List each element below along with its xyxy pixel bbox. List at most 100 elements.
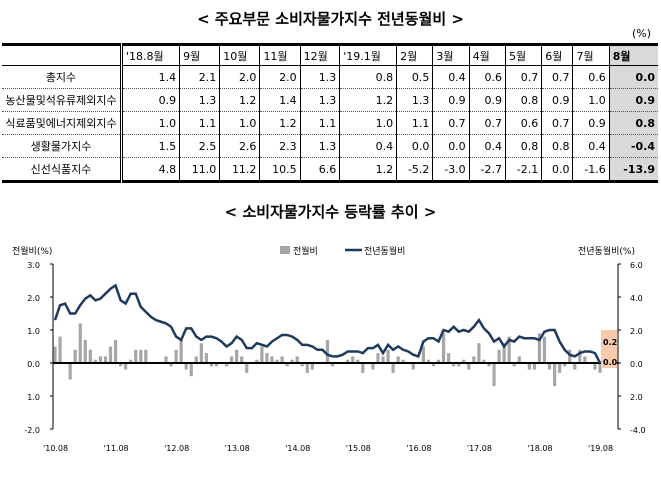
table-cell: 0.4 xyxy=(339,134,397,158)
mom-bar xyxy=(58,336,62,363)
table-cell: 1.3 xyxy=(396,88,433,112)
column-header: 8월 xyxy=(608,44,658,66)
left-tick-label: 2.0 xyxy=(27,294,40,303)
table-cell: 11.0 xyxy=(179,157,220,182)
row-label: 생활물가지수 xyxy=(2,134,123,158)
table-cell: 1.0 xyxy=(219,111,260,135)
left-tick-label: -2.0 xyxy=(24,426,40,435)
table-cell: 0.8 xyxy=(608,111,658,135)
table-cell: 6.6 xyxy=(299,157,340,182)
mom-bar xyxy=(477,343,481,363)
mom-bar xyxy=(83,339,87,363)
unit-label: (%) xyxy=(631,27,651,40)
mom-bar xyxy=(179,339,183,363)
row-label: 신선식품지수 xyxy=(2,157,123,182)
mom-bar xyxy=(270,356,274,363)
x-tick-label: '15.08 xyxy=(346,444,371,453)
legend-bar-swatch xyxy=(280,246,290,254)
table-row: 신선식품지수 4.8 11.0 11.2 10.5 6.6 1.2 -5.2 -3.0 -2.7-… xyxy=(2,157,658,182)
mom-bar xyxy=(452,363,456,367)
table-cell: 0.9 xyxy=(572,111,610,135)
mom-bar xyxy=(512,363,516,367)
mom-bar xyxy=(285,363,289,367)
table-cell: 1.0 xyxy=(339,111,397,135)
table-cell: 1.2 xyxy=(339,157,397,182)
table-cell: 1.3 xyxy=(299,134,340,158)
mom-bar xyxy=(305,363,309,373)
annotation-mom: 0.2 xyxy=(603,338,617,347)
right-axis-title: 전년동월비(%) xyxy=(578,245,635,257)
mom-bar xyxy=(129,359,133,363)
table-cell: -0.4 xyxy=(608,134,658,158)
legend-yoy: 전년동월비 xyxy=(364,245,405,257)
table-cell: 0.7 xyxy=(541,111,573,135)
table-cell: -2.7 xyxy=(468,157,506,182)
mom-bar xyxy=(472,356,476,363)
mom-bar xyxy=(558,363,562,373)
mom-bar xyxy=(199,343,203,363)
mom-bar xyxy=(224,363,229,367)
mom-bar xyxy=(255,359,259,363)
table-cell: 0.6 xyxy=(468,65,506,89)
mom-bar xyxy=(356,359,360,363)
mom-bar xyxy=(245,363,249,373)
mom-bar xyxy=(134,349,138,363)
mom-bar xyxy=(396,356,400,363)
mom-bar xyxy=(401,359,405,363)
table-cell: 1.4 xyxy=(259,88,301,112)
table-row: 식료품및에너지제외지수 1.0 1.1 1.0 1.2 1.1 1.0 1.1 0.7 0.7 0.… xyxy=(2,111,658,135)
mom-bar xyxy=(194,356,198,363)
mom-bar xyxy=(361,363,365,373)
mom-bar xyxy=(235,349,239,363)
mom-bar xyxy=(431,363,436,367)
table-cell: 0.5 xyxy=(396,65,433,89)
table-cell: 0.4 xyxy=(432,65,470,89)
mom-bar xyxy=(391,363,395,373)
mom-bar xyxy=(330,363,335,367)
x-tick-label: '16.08 xyxy=(406,444,431,453)
table-row: 총지수 1.4 2.1 2.0 2.0 1.3 0.8 0.5 0.4 0.6 0.7 0.7 0.6 0… xyxy=(2,65,658,89)
left-axis-title: 전월비(%) xyxy=(12,245,52,257)
table-row: 생활물가지수 1.5 2.5 2.6 2.3 1.3 0.4 0.0 0.0 0.4 0.8 0.8 0… xyxy=(2,134,658,158)
table-cell: 2.5 xyxy=(179,134,220,158)
mom-bar xyxy=(260,346,264,363)
row-label: 총지수 xyxy=(2,65,123,89)
annotation-yoy: 0.0 xyxy=(603,358,618,367)
mom-bar xyxy=(371,363,375,370)
mom-bar xyxy=(325,339,330,363)
table-cell: 1.4 xyxy=(120,65,180,89)
table-cell: 0.0 xyxy=(541,157,573,182)
mom-bar xyxy=(583,356,587,363)
mom-bar xyxy=(230,356,234,363)
mom-bar xyxy=(487,363,491,367)
table-cell: 1.3 xyxy=(179,88,220,112)
mom-bar xyxy=(436,359,441,363)
table-cell: 2.0 xyxy=(259,65,301,89)
mom-bar xyxy=(462,359,466,363)
table-cell: 1.1 xyxy=(299,111,340,135)
mom-bar xyxy=(78,323,82,363)
chart-title: < 소비자물가지수 등락률 추이 > xyxy=(224,203,437,221)
x-tick-label: '18.08 xyxy=(527,444,552,453)
table-cell: -2.1 xyxy=(504,157,542,182)
column-header: 11월 xyxy=(259,44,301,66)
right-tick-label: -4.0 xyxy=(630,426,646,435)
mom-bar xyxy=(103,356,108,363)
mom-bar xyxy=(502,343,506,363)
mom-bar xyxy=(573,363,577,370)
mom-bar xyxy=(169,363,173,367)
mom-bar xyxy=(240,356,244,363)
mom-bar xyxy=(351,356,355,363)
mom-bar xyxy=(139,349,143,363)
mom-bar xyxy=(537,333,542,363)
mom-bar xyxy=(376,353,380,363)
mom-bar xyxy=(411,363,415,370)
table-cell: 0.9 xyxy=(432,88,470,112)
table-cell: 1.1 xyxy=(396,111,433,135)
table-cell: 0.0 xyxy=(608,65,658,89)
annotation-box xyxy=(601,330,617,368)
mom-bar xyxy=(507,336,511,363)
cpi-table: '18.8월 9월 10월 11월 12월 '19.1월 2월 3월 4월 5월 6월 7월 8월 총지수… xyxy=(2,43,658,183)
left-tick-label: 3.0 xyxy=(27,261,40,270)
table-cell: 0.7 xyxy=(432,111,470,135)
